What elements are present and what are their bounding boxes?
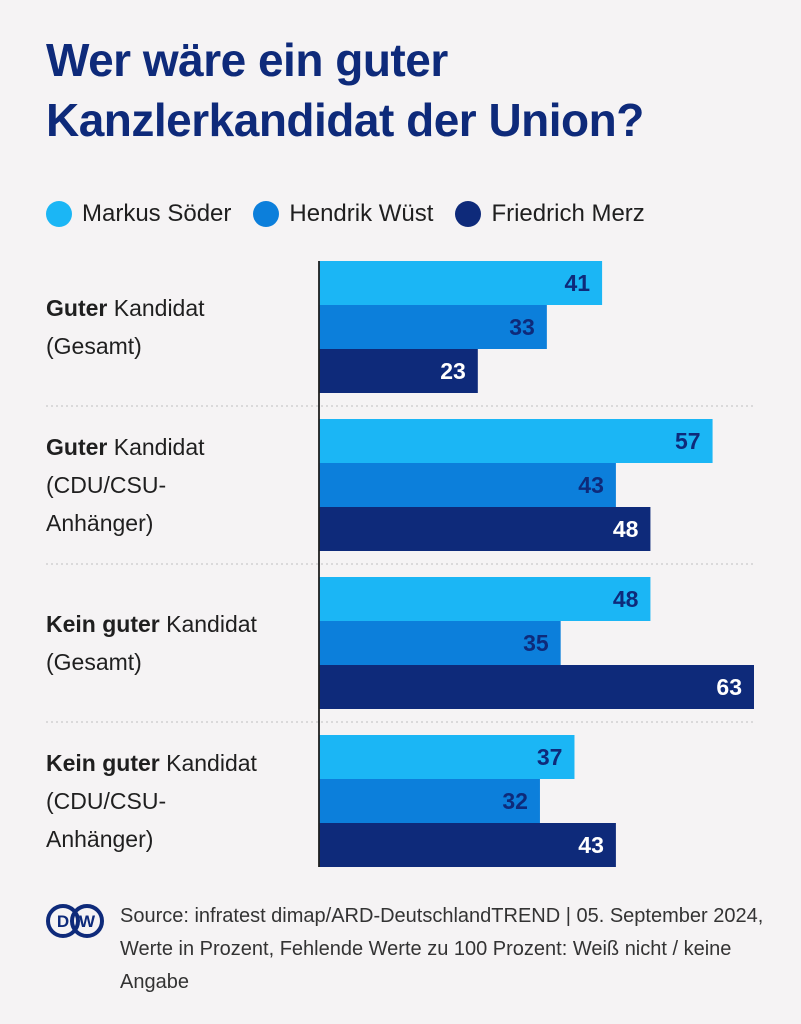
bar <box>319 349 478 393</box>
bar-value-label: 57 <box>675 428 701 454</box>
bar <box>319 261 603 305</box>
bar <box>319 305 547 349</box>
bar <box>319 419 713 463</box>
category-label: Guter Kandidat (Gesamt) <box>46 295 205 359</box>
legend-label: Markus Söder <box>82 200 232 227</box>
bar-value-label: 33 <box>509 314 535 340</box>
bar-value-label: 23 <box>440 358 466 384</box>
bar-value-label: 41 <box>565 270 591 296</box>
legend-label: Hendrik Wüst <box>289 200 434 227</box>
legend-swatch-icon <box>253 201 280 227</box>
bar-value-label: 32 <box>502 788 528 814</box>
legend-item-2: Friedrich Merz <box>455 200 645 228</box>
dw-logo-w: W <box>79 912 96 931</box>
bar <box>319 735 575 779</box>
bar <box>319 665 754 709</box>
bar-value-label: 37 <box>537 744 563 770</box>
bar-value-label: 43 <box>578 472 604 498</box>
legend-swatch-icon <box>46 201 72 227</box>
legend-label: Friedrich Merz <box>491 200 645 227</box>
bar <box>319 779 540 823</box>
bar <box>319 823 616 867</box>
category-label: Kein guter Kandidat (Gesamt) <box>46 611 258 675</box>
bar-value-label: 48 <box>613 516 639 542</box>
bar-value-label: 63 <box>716 674 742 700</box>
bar <box>319 621 561 665</box>
chart-legend: Markus Söder Hendrik Wüst Friedrich Merz <box>46 196 645 232</box>
legend-item-1: Hendrik Wüst <box>253 200 433 228</box>
bar-value-label: 48 <box>613 586 639 612</box>
legend-item-0: Markus Söder <box>46 200 231 228</box>
dw-logo-icon: D W <box>46 904 104 938</box>
source-note: Source: infratest dimap/ARD-DeutschlandT… <box>120 905 764 993</box>
bar <box>319 463 616 507</box>
dw-logo-d: D <box>57 912 69 931</box>
bar-value-label: 35 <box>523 630 549 656</box>
bar <box>319 577 651 621</box>
bar <box>319 507 651 551</box>
chart-title: Wer wäre ein guter Kanzlerkandidat der U… <box>46 34 644 146</box>
bar-value-label: 43 <box>578 832 604 858</box>
category-label: Kein guter Kandidat (CDU/CSU-Anhänger) <box>46 750 258 852</box>
legend-swatch-icon <box>455 201 482 227</box>
category-label: Guter Kandidat (CDU/CSU-Anhänger) <box>46 434 205 536</box>
